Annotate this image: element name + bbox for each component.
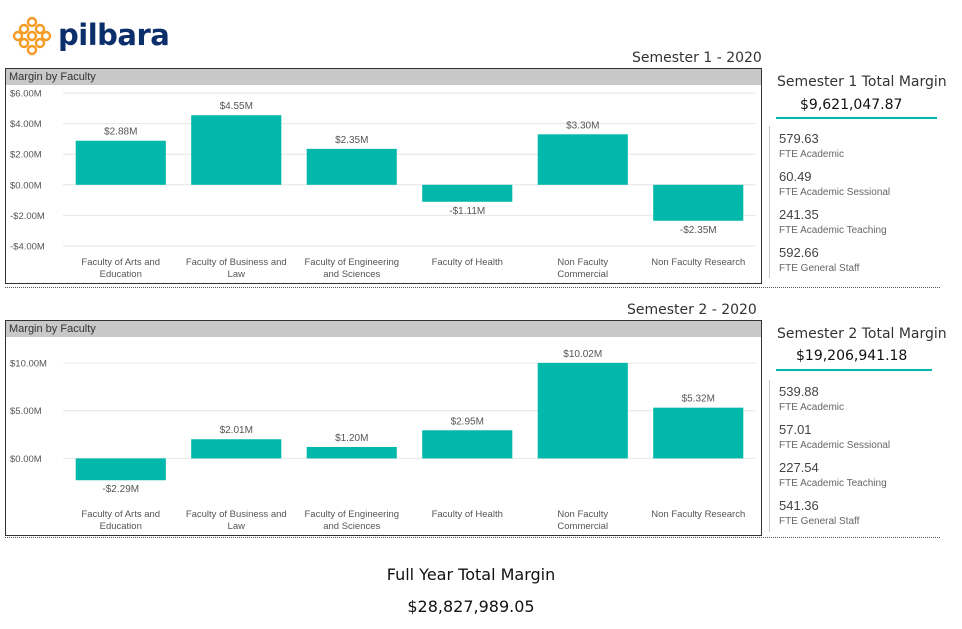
bar xyxy=(653,184,744,221)
kpi-value: 227.54 xyxy=(779,460,819,475)
kpi-label: FTE Academic Teaching xyxy=(779,225,887,236)
bar xyxy=(537,134,628,185)
semester-1-underline xyxy=(776,117,937,119)
data-label: $2.01M xyxy=(220,425,253,436)
category-label: Law xyxy=(228,269,246,280)
bar xyxy=(306,148,397,185)
category-label: Faculty of Engineering xyxy=(304,257,399,268)
data-label: $10.02M xyxy=(563,349,602,360)
y-tick-label: $10.00M xyxy=(10,359,47,370)
bar xyxy=(191,439,282,459)
semester-1-bar-chart: $6.00M $4.00M $2.00M $0.00M -$2.00M -$4.00M $2… xyxy=(10,89,756,280)
semester-2-total-value: $19,206,941.18 xyxy=(796,348,908,364)
y-tick-label: $2.00M xyxy=(10,150,42,161)
category-label: Faculty of Business and xyxy=(186,509,287,520)
category-label: and Sciences xyxy=(323,269,380,280)
kpi-label: FTE Academic xyxy=(779,149,845,160)
semester-1-total-title: Semester 1 Total Margin xyxy=(777,74,947,90)
data-label: -$2.35M xyxy=(680,225,717,236)
category-label: Non Faculty Research xyxy=(651,257,745,268)
category-label: Law xyxy=(228,521,246,532)
semester-2-bar-chart: $10.00M $5.00M $0.00M -$2.29M Faculty of Art… xyxy=(10,349,756,532)
category-label: Education xyxy=(100,521,142,532)
y-tick-label: $4.00M xyxy=(10,119,42,130)
kpi-value: 60.49 xyxy=(779,169,812,184)
y-tick-label: $6.00M xyxy=(10,89,42,100)
y-tick-label: $0.00M xyxy=(10,180,42,191)
category-label: Faculty of Arts and xyxy=(81,509,160,520)
kpi-value: 539.88 xyxy=(779,384,819,399)
category-label: Faculty of Arts and xyxy=(81,257,160,268)
data-label: $2.88M xyxy=(104,127,137,138)
category-label: Faculty of Health xyxy=(432,509,503,520)
chart-header: Margin by Faculty xyxy=(6,69,761,85)
kpi-label: FTE Academic Teaching xyxy=(779,478,887,489)
category-label: Commercial xyxy=(557,521,608,532)
kpi-label: FTE Academic xyxy=(779,402,845,413)
full-year-total: $28,827,989.05 xyxy=(407,597,535,616)
semester-1-chart[interactable]: Margin by Faculty $6.00M $4.00M $2.00M $0.0… xyxy=(5,68,762,284)
bar xyxy=(537,362,628,459)
y-tick-label: $5.00M xyxy=(10,406,42,417)
semester-1-title: Semester 1 - 2020 xyxy=(632,50,762,66)
data-label: $2.95M xyxy=(451,416,484,427)
divider xyxy=(5,537,940,538)
bar xyxy=(422,184,513,202)
category-label: Non Faculty xyxy=(557,257,608,268)
bar xyxy=(422,430,513,459)
category-label: Faculty of Health xyxy=(432,257,503,268)
semester-1-total-value: $9,621,047.87 xyxy=(800,97,903,113)
category-label: Education xyxy=(100,269,142,280)
logo-mark-icon xyxy=(12,16,52,56)
full-year-title: Full Year Total Margin xyxy=(386,565,556,584)
bar xyxy=(653,407,744,459)
category-label: Faculty of Engineering xyxy=(304,509,399,520)
bar xyxy=(306,446,397,459)
category-label: and Sciences xyxy=(323,521,380,532)
bar xyxy=(75,140,166,185)
data-label: $5.32M xyxy=(682,394,715,405)
semester-2-total-title: Semester 2 Total Margin xyxy=(777,326,947,342)
kpi-label: FTE Academic Sessional xyxy=(779,187,891,198)
bar xyxy=(191,115,282,185)
kpi-value: 57.01 xyxy=(779,422,812,437)
kpi-value: 579.63 xyxy=(779,131,819,146)
semester-2-chart[interactable]: Margin by Faculty $10.00M $5.00M $0.00M -$2… xyxy=(5,320,762,536)
kpi-label: FTE Academic Sessional xyxy=(779,440,891,451)
data-label: $3.30M xyxy=(566,120,599,131)
data-label: -$2.29M xyxy=(102,484,139,495)
y-tick-label: -$2.00M xyxy=(10,211,45,222)
pilbara-logo: pilbara xyxy=(10,14,180,60)
data-label: -$1.11M xyxy=(449,206,485,217)
category-label: Non Faculty Research xyxy=(651,509,745,520)
kpi-value: 592.66 xyxy=(779,245,819,260)
semester-2-title: Semester 2 - 2020 xyxy=(627,302,757,318)
kpi-value: 241.35 xyxy=(779,207,819,222)
semester-2-kpi-border xyxy=(769,380,770,532)
category-label: Commercial xyxy=(557,269,608,280)
semester-1-kpi-border xyxy=(769,126,770,278)
semester-2-underline xyxy=(776,369,932,371)
kpi-label: FTE General Staff xyxy=(779,516,860,527)
chart-header: Margin by Faculty xyxy=(6,321,761,337)
y-tick-label: $0.00M xyxy=(10,454,42,465)
y-tick-label: -$4.00M xyxy=(10,242,45,253)
kpi-value: 541.36 xyxy=(779,498,819,513)
kpi-label: FTE General Staff xyxy=(779,263,860,274)
data-label: $1.20M xyxy=(335,433,368,444)
data-label: $2.35M xyxy=(335,135,368,146)
logo-text: pilbara xyxy=(58,18,170,52)
category-label: Faculty of Business and xyxy=(186,257,287,268)
category-label: Non Faculty xyxy=(557,509,608,520)
bar xyxy=(75,458,166,481)
divider xyxy=(5,287,940,288)
data-label: $4.55M xyxy=(220,101,253,112)
